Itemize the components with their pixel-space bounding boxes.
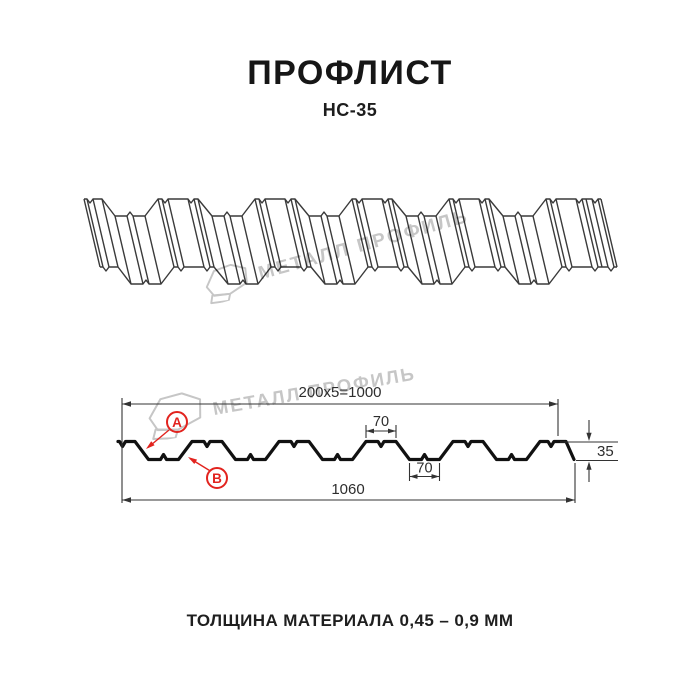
- dim-rib-top-label: 70: [373, 414, 389, 430]
- near-edge-profile: [100, 266, 617, 285]
- arrowhead: [388, 428, 396, 434]
- rib-extrusion-lines: [83, 198, 618, 285]
- marker-b-circle: [206, 467, 228, 489]
- page-title: ПРОФЛИСТ: [247, 54, 453, 92]
- dim-overall-label: 1060: [331, 481, 364, 498]
- leader-arrowhead: [188, 457, 198, 464]
- marker-a-label: А: [172, 415, 182, 430]
- metall-profil-logo-icon: [205, 263, 248, 305]
- dim-coverage-label: 200x5=1000: [299, 384, 382, 401]
- arrowhead: [122, 497, 131, 503]
- arrowhead: [586, 432, 592, 441]
- arrowhead: [431, 474, 440, 479]
- dim-rib-bottom-label: 70: [416, 461, 432, 477]
- material-thickness-note: ТОЛЩИНА МАТЕРИАЛА 0,45 – 0,9 ММ: [186, 611, 514, 630]
- arrowhead: [122, 401, 131, 407]
- leader-arrowhead: [146, 441, 155, 449]
- profile-3d-view: [83, 198, 618, 285]
- watermark-brand-upper: МЕТАЛЛ ПРОФИЛЬ: [199, 199, 473, 306]
- arrowhead: [566, 497, 575, 503]
- arrowhead: [549, 401, 558, 407]
- arrowhead: [366, 428, 374, 434]
- profile-code: НС-35: [322, 100, 378, 120]
- marker-a: А: [146, 411, 188, 449]
- marker-b: В: [188, 457, 228, 489]
- arrowhead: [409, 474, 418, 479]
- dimension-lines: 200x5=1000 70 70 35 1060: [121, 384, 618, 503]
- dim-height-label: 35: [597, 443, 614, 460]
- cross-section-profile: [116, 439, 576, 462]
- marker-b-label: В: [212, 471, 222, 486]
- marker-a-circle: [166, 411, 188, 433]
- far-edge-profile: [84, 198, 601, 217]
- arrowhead: [586, 461, 592, 470]
